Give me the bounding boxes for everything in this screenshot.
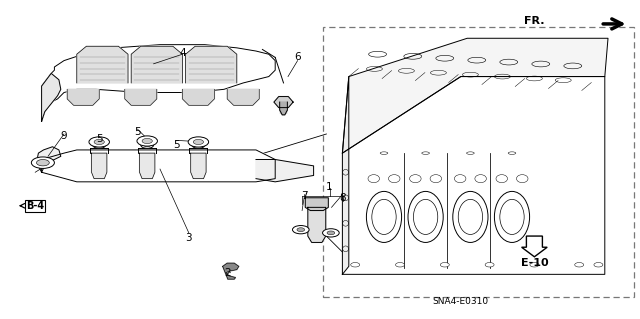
Circle shape (485, 263, 494, 267)
Text: 9: 9 (61, 130, 67, 141)
Polygon shape (280, 102, 287, 115)
Polygon shape (42, 45, 275, 121)
Circle shape (192, 142, 205, 148)
Text: 7: 7 (301, 191, 308, 201)
Circle shape (297, 228, 305, 232)
Polygon shape (274, 97, 293, 108)
Polygon shape (342, 77, 349, 274)
Circle shape (594, 263, 603, 267)
Polygon shape (131, 46, 182, 83)
Text: 3: 3 (186, 233, 192, 243)
Polygon shape (77, 46, 128, 83)
Text: FR.: FR. (524, 16, 545, 26)
Circle shape (351, 263, 360, 267)
Polygon shape (67, 89, 99, 105)
Polygon shape (223, 263, 239, 279)
Circle shape (93, 142, 106, 148)
Polygon shape (342, 77, 605, 274)
Circle shape (292, 226, 309, 234)
Text: 5: 5 (173, 140, 179, 150)
Bar (323, 27, 634, 297)
Circle shape (396, 263, 404, 267)
Circle shape (575, 263, 584, 267)
Circle shape (327, 231, 335, 235)
Text: SNA4-E0310: SNA4-E0310 (433, 297, 489, 306)
Circle shape (36, 160, 49, 166)
Text: 8: 8 (339, 193, 346, 203)
Circle shape (94, 139, 104, 145)
Circle shape (323, 229, 339, 237)
Polygon shape (227, 89, 259, 105)
Circle shape (142, 138, 152, 144)
Circle shape (141, 142, 154, 148)
Circle shape (530, 263, 539, 267)
Text: B-4: B-4 (26, 201, 44, 211)
Text: 4: 4 (179, 48, 186, 58)
Circle shape (137, 136, 157, 146)
Polygon shape (42, 73, 61, 121)
Polygon shape (342, 38, 608, 153)
Text: 1: 1 (326, 182, 333, 192)
Polygon shape (256, 160, 314, 182)
Text: 5: 5 (96, 134, 102, 144)
Text: 2: 2 (224, 268, 230, 278)
Text: 6: 6 (294, 52, 301, 63)
Polygon shape (37, 147, 61, 172)
Circle shape (440, 263, 449, 267)
Polygon shape (308, 207, 326, 242)
Polygon shape (305, 198, 328, 211)
Circle shape (89, 137, 109, 147)
Polygon shape (191, 153, 206, 179)
Circle shape (195, 144, 202, 147)
Circle shape (96, 144, 102, 147)
Circle shape (193, 139, 204, 145)
Polygon shape (42, 150, 275, 182)
Polygon shape (182, 89, 214, 105)
Polygon shape (186, 46, 237, 83)
Text: 5: 5 (134, 127, 141, 137)
Polygon shape (140, 153, 155, 179)
Circle shape (188, 137, 209, 147)
FancyArrow shape (522, 236, 547, 257)
Text: E-10: E-10 (520, 258, 548, 268)
Circle shape (144, 144, 150, 147)
Circle shape (31, 157, 54, 168)
Polygon shape (125, 89, 157, 105)
Polygon shape (92, 153, 107, 179)
